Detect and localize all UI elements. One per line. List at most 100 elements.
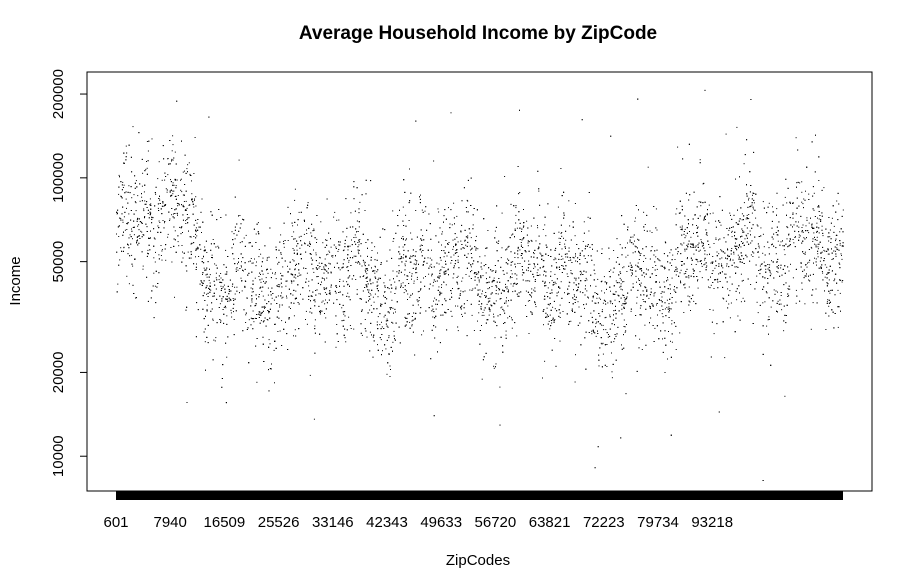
data-point — [810, 246, 812, 248]
data-point — [671, 320, 673, 322]
data-point — [531, 312, 533, 314]
data-point — [634, 245, 636, 247]
data-point — [309, 241, 311, 243]
data-point — [623, 326, 625, 327]
data-point — [623, 266, 625, 268]
data-point — [703, 264, 705, 266]
data-point — [220, 285, 222, 287]
data-point — [824, 276, 826, 278]
x-tick-label: 7940 — [154, 514, 187, 531]
data-point — [712, 262, 713, 264]
data-point — [733, 253, 735, 255]
data-point — [549, 314, 551, 316]
data-point — [835, 250, 836, 252]
data-point — [150, 203, 152, 205]
data-point — [769, 264, 771, 266]
data-point — [172, 135, 174, 137]
data-point — [574, 203, 576, 204]
data-point — [122, 187, 124, 188]
data-point — [694, 246, 696, 248]
data-point — [201, 281, 203, 283]
data-point — [708, 204, 710, 206]
data-point — [319, 313, 321, 315]
data-point — [257, 222, 259, 224]
data-point — [135, 180, 137, 182]
data-point — [339, 269, 341, 271]
data-point — [158, 254, 160, 256]
data-point — [315, 290, 317, 291]
data-point — [826, 301, 828, 303]
data-point — [605, 329, 607, 331]
data-point — [624, 331, 626, 333]
data-point — [182, 204, 184, 206]
data-point — [276, 257, 277, 259]
data-point — [142, 265, 144, 267]
data-point — [274, 382, 275, 384]
data-point — [310, 232, 312, 234]
data-point — [775, 253, 777, 255]
data-point — [675, 274, 677, 276]
data-point — [248, 319, 250, 321]
data-point — [531, 288, 533, 290]
data-point — [321, 301, 323, 303]
data-point — [512, 261, 514, 263]
data-point — [230, 299, 232, 301]
data-point — [220, 273, 222, 274]
data-point — [333, 216, 335, 218]
data-point — [552, 319, 554, 321]
data-point — [837, 289, 839, 291]
data-point — [516, 227, 518, 229]
data-point — [573, 294, 575, 296]
data-point — [338, 219, 340, 221]
data-point — [592, 321, 594, 323]
data-point — [832, 270, 833, 272]
data-point — [281, 292, 282, 294]
data-point — [798, 236, 800, 238]
data-point — [623, 296, 625, 298]
data-point — [534, 301, 536, 303]
data-point — [775, 290, 777, 292]
data-point — [308, 280, 310, 282]
data-point — [125, 198, 127, 200]
data-point — [636, 302, 638, 304]
data-point — [604, 317, 606, 319]
data-point — [204, 341, 206, 343]
data-point — [252, 262, 254, 264]
data-point — [648, 297, 650, 299]
data-point — [212, 239, 214, 240]
data-point — [403, 254, 405, 256]
data-point — [511, 234, 513, 236]
data-point — [760, 263, 762, 265]
data-point — [768, 316, 770, 318]
data-point — [520, 244, 522, 246]
data-point — [630, 310, 632, 312]
data-point — [280, 272, 282, 274]
data-point — [305, 278, 307, 280]
data-point — [664, 266, 666, 268]
data-point — [574, 235, 576, 237]
data-point — [226, 356, 228, 358]
data-point — [160, 245, 162, 246]
data-point — [358, 253, 360, 255]
data-point — [293, 231, 295, 233]
data-point — [172, 193, 174, 195]
data-point — [607, 302, 609, 304]
data-point — [818, 243, 820, 245]
data-point — [169, 190, 171, 192]
data-point — [704, 263, 706, 265]
data-point — [697, 287, 699, 289]
data-point — [409, 296, 411, 298]
data-point — [777, 240, 779, 242]
data-point — [457, 241, 459, 243]
data-point — [323, 278, 325, 279]
data-point — [529, 280, 531, 282]
data-point — [250, 317, 252, 319]
data-point — [322, 242, 324, 244]
data-point — [533, 253, 535, 255]
data-point — [752, 194, 753, 196]
data-point — [518, 295, 520, 297]
data-point — [610, 269, 612, 271]
data-point — [274, 273, 276, 275]
data-point — [367, 289, 368, 291]
data-point — [118, 193, 120, 195]
